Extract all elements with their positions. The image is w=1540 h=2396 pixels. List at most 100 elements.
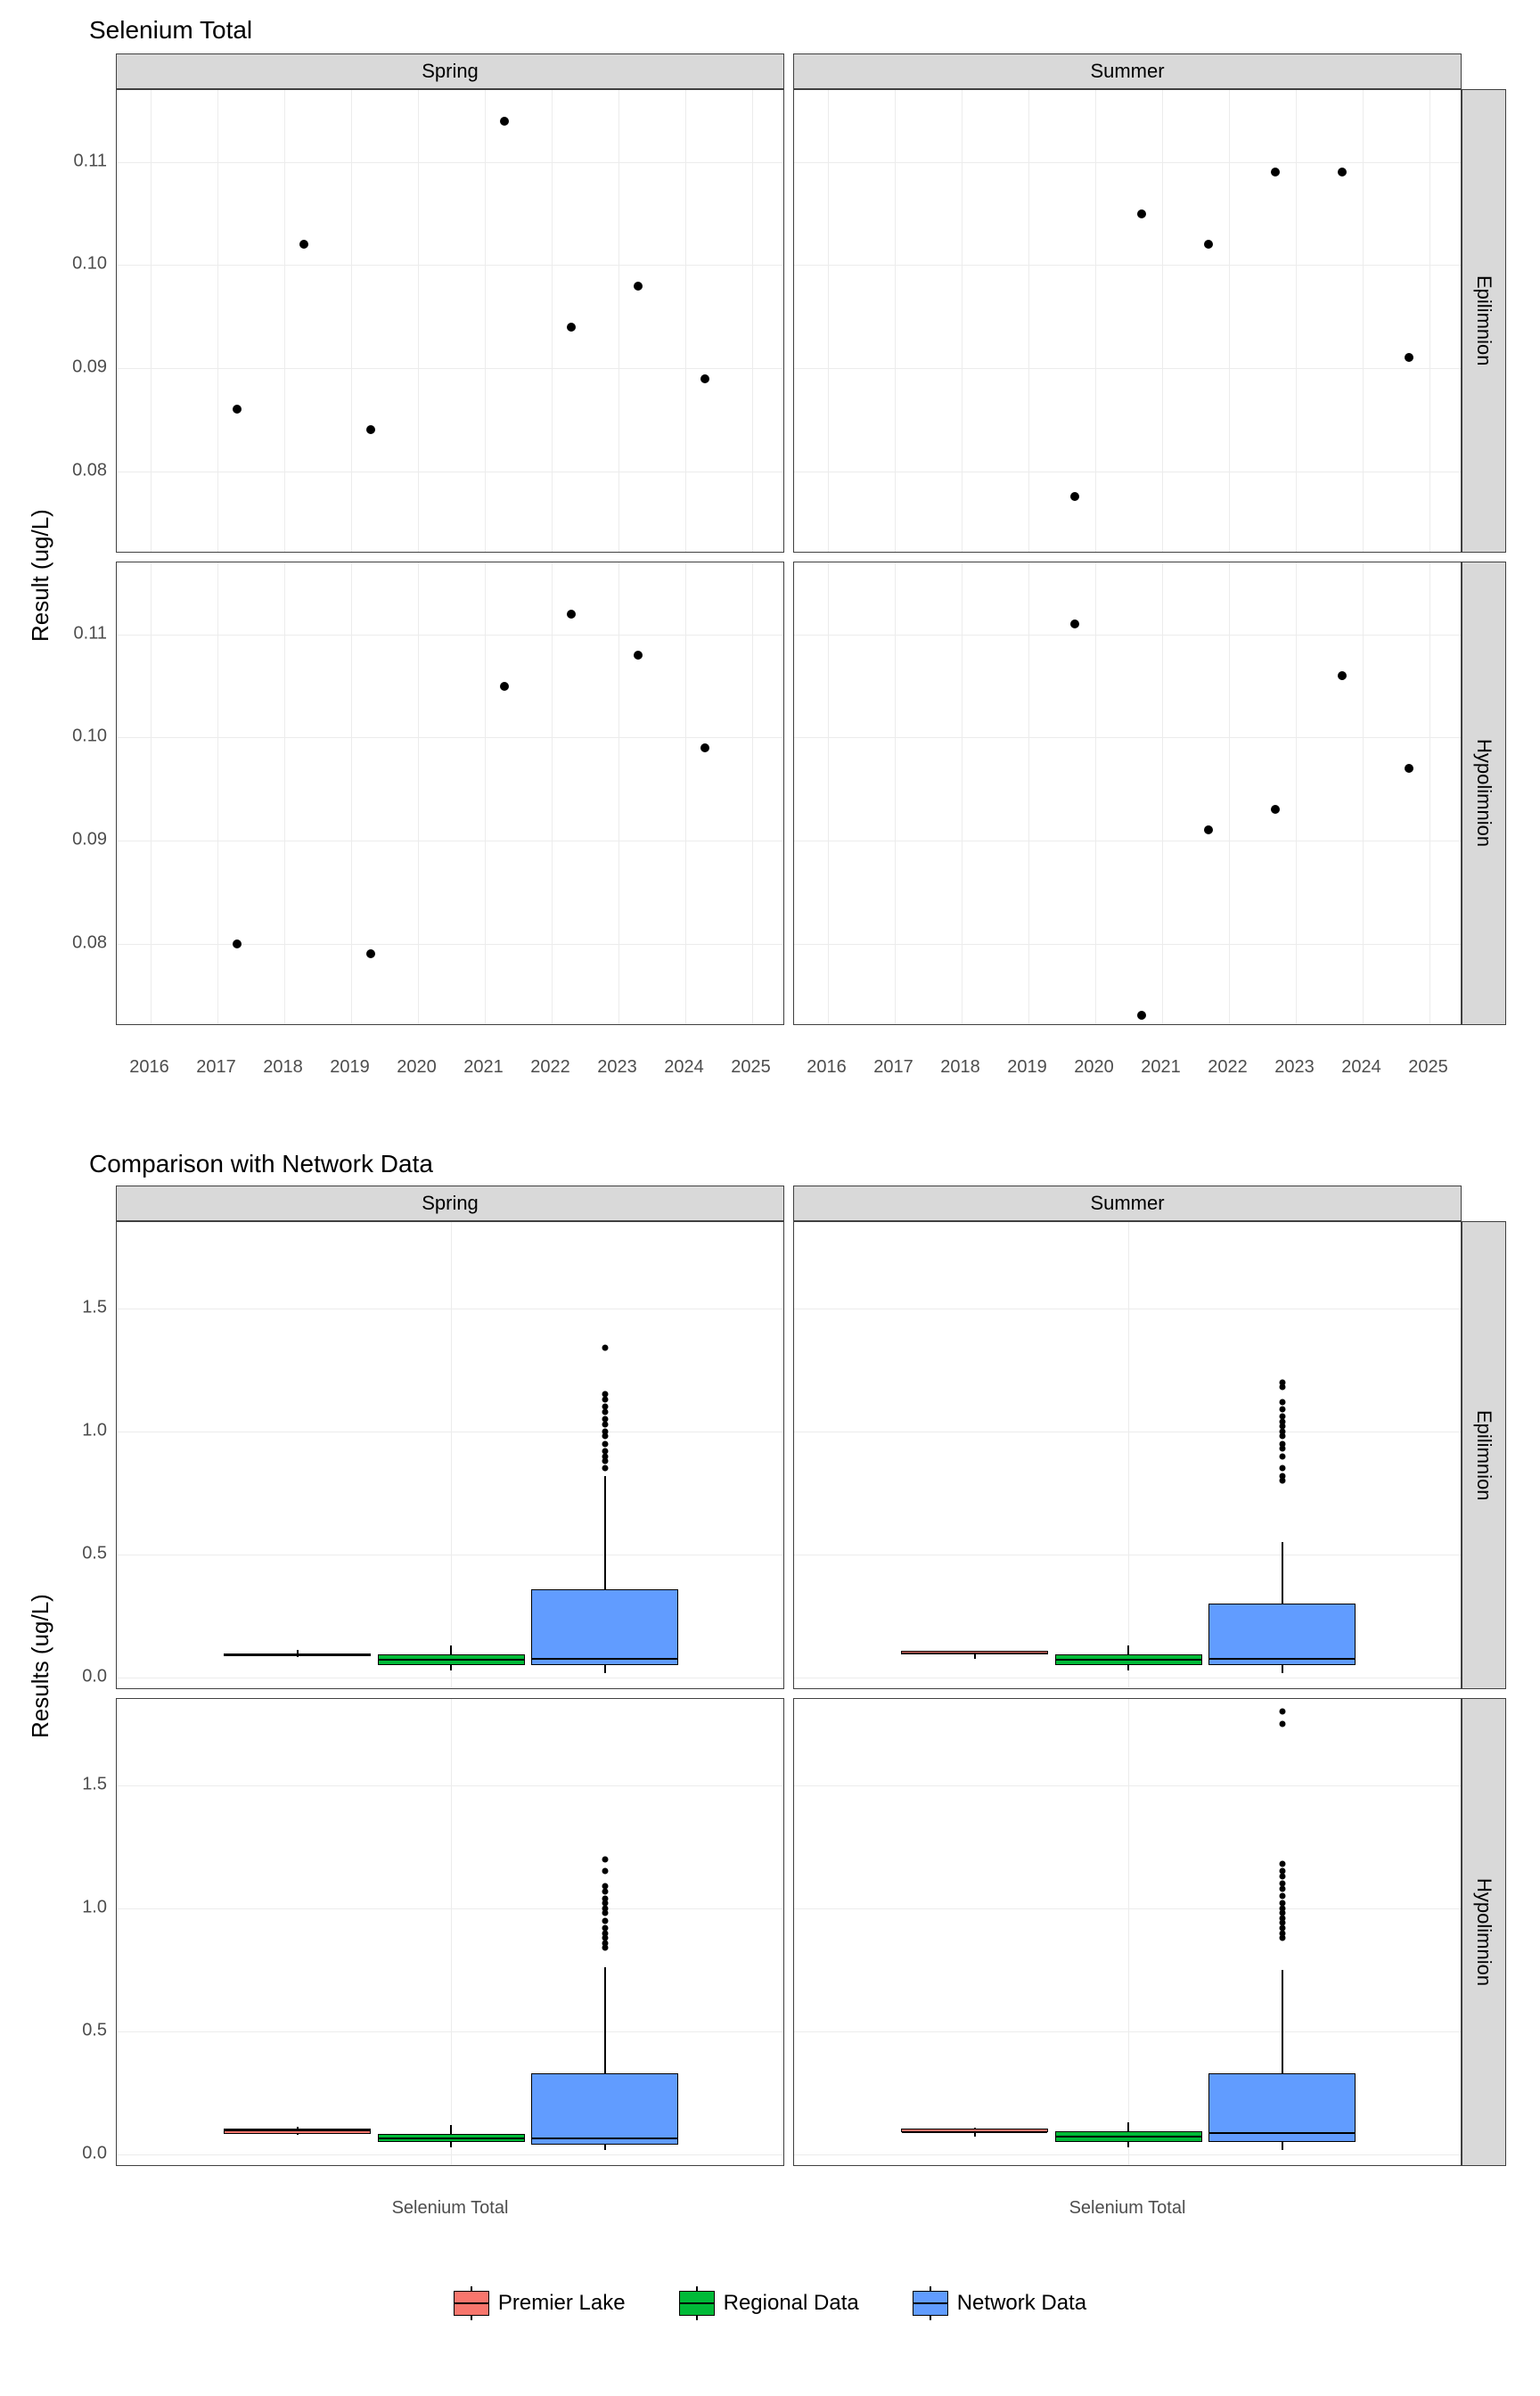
outlier-point <box>1279 1893 1285 1900</box>
x-tick-label: 2022 <box>1208 1057 1248 1078</box>
outlier-point <box>1279 1407 1285 1413</box>
boxplot-box <box>531 2073 678 2145</box>
scatter-panel <box>793 562 1462 1025</box>
x-tick-label: 2025 <box>731 1057 771 1078</box>
bottom-chart-xticks: Selenium Total Selenium Total <box>116 2198 1462 2225</box>
top-chart-xticks: 2016201720182019202020212022202320242025… <box>116 1057 1462 1084</box>
scatter-panel <box>793 89 1462 553</box>
bottom-chart-yticks: 0.00.51.01.50.00.51.01.5 <box>62 1221 107 2166</box>
outlier-point <box>1279 1861 1285 1867</box>
legend-label: Premier Lake <box>498 2291 626 2316</box>
boxplot-panel <box>793 1221 1462 1689</box>
facet-row-strip: Hypolimnion <box>1462 562 1506 1025</box>
data-point <box>700 743 709 752</box>
data-point <box>1405 353 1413 362</box>
y-tick-label: 0.09 <box>53 830 107 850</box>
outlier-point <box>1279 1379 1285 1385</box>
facet-row-strip: Hypolimnion <box>1462 1698 1506 2166</box>
data-point <box>1070 620 1079 628</box>
data-point <box>500 117 509 126</box>
x-tick-label: 2021 <box>1141 1057 1181 1078</box>
x-tick-label: 2017 <box>873 1057 913 1078</box>
data-point <box>1204 825 1213 834</box>
x-category-label: Selenium Total <box>392 2198 509 2219</box>
data-point <box>233 940 242 948</box>
bottom-chart-ylabel: Results (ug/L) <box>27 1594 54 1738</box>
data-point <box>634 651 643 660</box>
outlier-point <box>1279 1440 1285 1447</box>
outlier-point <box>602 1895 608 1901</box>
top-chart-grid: SpringSummerEpilimnionHypolimnion <box>116 53 1506 1052</box>
x-tick-label: 2016 <box>129 1057 169 1078</box>
outlier-point <box>1279 1414 1285 1420</box>
boxplot-box <box>1055 2131 1202 2142</box>
x-tick-label: 2024 <box>664 1057 704 1078</box>
x-tick-label: 2019 <box>330 1057 370 1078</box>
x-tick-label: 2025 <box>1408 1057 1448 1078</box>
data-point <box>1070 492 1079 501</box>
y-tick-label: 0.08 <box>53 932 107 953</box>
outlier-point <box>602 1344 608 1350</box>
x-tick-label: 2017 <box>196 1057 236 1078</box>
outlier-point <box>602 1416 608 1423</box>
boxplot-box <box>1208 2073 1356 2142</box>
data-point <box>700 374 709 383</box>
bottom-chart-title: Comparison with Network Data <box>89 1150 433 1178</box>
y-tick-label: 0.5 <box>62 1544 107 1564</box>
boxplot-box <box>224 2129 371 2135</box>
top-chart-title: Selenium Total <box>89 16 252 45</box>
bottom-chart-grid: SpringSummerEpilimnionHypolimnion <box>116 1186 1506 2193</box>
outlier-point <box>602 1448 608 1454</box>
y-tick-label: 1.0 <box>62 1897 107 1917</box>
y-tick-label: 0.0 <box>62 2144 107 2164</box>
legend-label: Network Data <box>957 2291 1086 2316</box>
scatter-panel <box>116 89 784 553</box>
boxplot-box <box>224 1653 371 1657</box>
data-point <box>1204 240 1213 249</box>
outlier-point <box>602 1868 608 1875</box>
data-point <box>366 425 375 434</box>
outlier-point <box>602 1391 608 1398</box>
x-tick-label: 2022 <box>530 1057 570 1078</box>
x-tick-label: 2023 <box>1274 1057 1315 1078</box>
boxplot-box <box>531 1589 678 1666</box>
y-tick-label: 0.08 <box>53 460 107 480</box>
outlier-point <box>602 1440 608 1447</box>
x-tick-label: 2020 <box>1074 1057 1114 1078</box>
data-point <box>1137 209 1146 218</box>
data-point <box>366 949 375 958</box>
x-tick-label: 2016 <box>807 1057 847 1078</box>
legend-key-icon <box>679 2291 715 2316</box>
outlier-point <box>1279 1473 1285 1479</box>
boxplot-box <box>1055 1654 1202 1665</box>
figure: Selenium Total Result (ug/L) SpringSumme… <box>0 0 1540 2396</box>
y-tick-label: 0.11 <box>53 623 107 644</box>
y-tick-label: 0.5 <box>62 2021 107 2041</box>
legend-item: Premier Lake <box>454 2291 626 2316</box>
x-category-label: Selenium Total <box>1069 2198 1186 2219</box>
data-point <box>233 405 242 414</box>
y-tick-label: 0.09 <box>53 357 107 378</box>
data-point <box>1338 168 1347 176</box>
outlier-point <box>602 1428 608 1434</box>
boxplot-box <box>901 2129 1048 2132</box>
data-point <box>1137 1011 1146 1020</box>
y-tick-label: 1.5 <box>62 1297 107 1317</box>
y-tick-label: 0.10 <box>53 254 107 275</box>
outlier-point <box>602 1856 608 1862</box>
data-point <box>567 610 576 619</box>
boxplot-panel <box>116 1221 784 1689</box>
data-point <box>500 682 509 691</box>
y-tick-label: 0.0 <box>62 1667 107 1687</box>
y-tick-label: 0.11 <box>53 151 107 171</box>
outlier-point <box>602 1465 608 1472</box>
legend-key-icon <box>454 2291 489 2316</box>
outlier-point <box>1279 1900 1285 1907</box>
x-tick-label: 2020 <box>397 1057 437 1078</box>
legend-key-icon <box>913 2291 948 2316</box>
data-point <box>567 323 576 332</box>
boxplot-box <box>1208 1604 1356 1665</box>
y-tick-label: 1.5 <box>62 1774 107 1794</box>
legend-item: Regional Data <box>679 2291 859 2316</box>
outlier-point <box>1279 1465 1285 1472</box>
